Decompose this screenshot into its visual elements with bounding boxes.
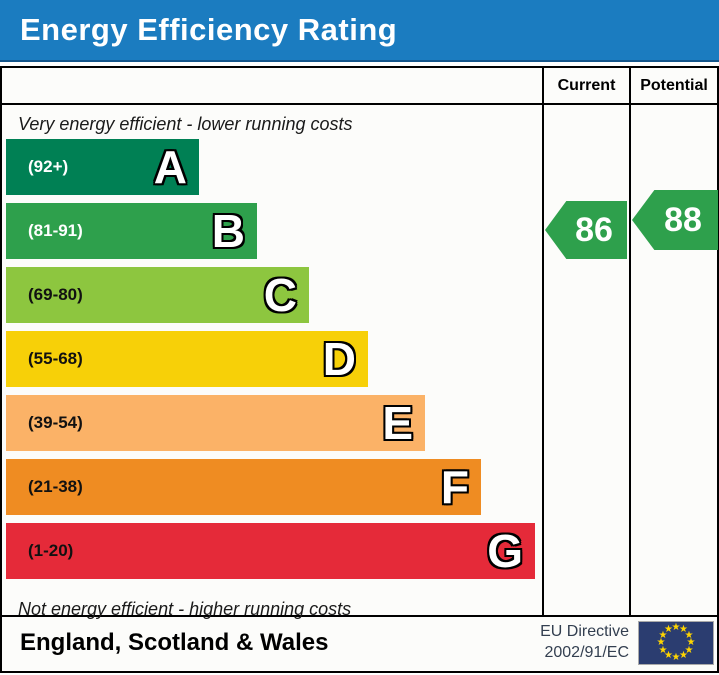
eu-flag-icon: ★ ★ ★ ★ ★ ★ ★ ★ ★ ★ ★ ★: [638, 621, 714, 665]
title-bar: Energy Efficiency Rating: [0, 0, 719, 62]
band-range-label: (39-54): [28, 413, 83, 432]
eu-directive-line2: 2002/91/EC: [544, 644, 629, 661]
top-note: Very energy efficient - lower running co…: [18, 114, 353, 134]
band-letter: A: [153, 141, 187, 193]
band-range-label: (55-68): [28, 349, 83, 368]
eu-star-icon: ★: [664, 649, 673, 661]
chart-area: Very energy efficient - lower running co…: [2, 105, 542, 619]
band-row: (69-80) C: [6, 267, 309, 323]
band-row: (39-54) E: [6, 395, 425, 451]
potential-column: 88: [629, 105, 719, 615]
band-row: (55-68) D: [6, 331, 368, 387]
band-row: (92+) A: [6, 139, 199, 195]
page-title: Energy Efficiency Rating: [20, 12, 398, 47]
header-current-cell: Current: [542, 68, 629, 103]
eu-star-icon: ★: [679, 624, 688, 635]
band-range-label: (81-91): [28, 221, 83, 240]
potential-rating-arrow: 88: [632, 190, 718, 250]
eu-star-icon: ★: [686, 637, 696, 648]
current-column: 86: [542, 105, 629, 615]
body-area: Very energy efficient - lower running co…: [2, 105, 719, 619]
eu-star-icon: ★: [656, 637, 666, 648]
band-letter: B: [211, 205, 245, 257]
band-letter: D: [322, 333, 356, 385]
eu-directive-line1: EU Directive: [540, 623, 629, 641]
header-row: Current Potential: [2, 68, 717, 105]
band-row: (21-38) F: [6, 459, 481, 515]
footer-right: EU Directive 2002/91/EC ★ ★ ★ ★ ★ ★ ★ ★ ★ ★ ★ ★: [540, 621, 717, 665]
eu-star-icon: ★: [664, 624, 673, 635]
eu-directive-text: EU Directive 2002/91/EC: [540, 622, 629, 664]
eu-star-icon: ★: [671, 652, 681, 663]
band-row: (81-91) B: [6, 203, 257, 259]
current-rating-value: 86: [575, 210, 613, 249]
header-potential-cell: Potential: [629, 68, 717, 103]
band-letter: E: [382, 397, 413, 449]
region-label: England, Scotland & Wales: [20, 629, 329, 656]
band-letter: C: [263, 269, 297, 321]
header-spacer: [2, 68, 542, 103]
band-range-label: (92+): [28, 157, 69, 176]
eu-star-icon: ★: [684, 644, 694, 656]
bands-container: (92+) A (81-91) B (69-80) C (55-68) D (3…: [6, 139, 542, 579]
band-range-label: (69-80): [28, 285, 83, 304]
eu-star-icon: ★: [684, 629, 694, 641]
eu-star-icon: ★: [658, 629, 668, 641]
potential-rating-value: 88: [664, 200, 702, 239]
rating-table: Current Potential Very energy efficient …: [0, 66, 719, 673]
current-rating-arrow: 86: [545, 201, 627, 259]
eu-star-icon: ★: [658, 644, 668, 656]
band-range-label: (1-20): [28, 541, 74, 560]
eu-star-icon: ★: [679, 649, 688, 661]
bottom-note: Not energy efficient - higher running co…: [18, 599, 352, 619]
band-letter: F: [440, 461, 469, 513]
footer-row: England, Scotland & Wales EU Directive 2…: [2, 615, 717, 669]
band-row: (1-20) G: [6, 523, 535, 579]
band-letter: G: [487, 525, 523, 577]
eu-star-icon: ★: [671, 622, 681, 633]
band-range-label: (21-38): [28, 477, 83, 496]
